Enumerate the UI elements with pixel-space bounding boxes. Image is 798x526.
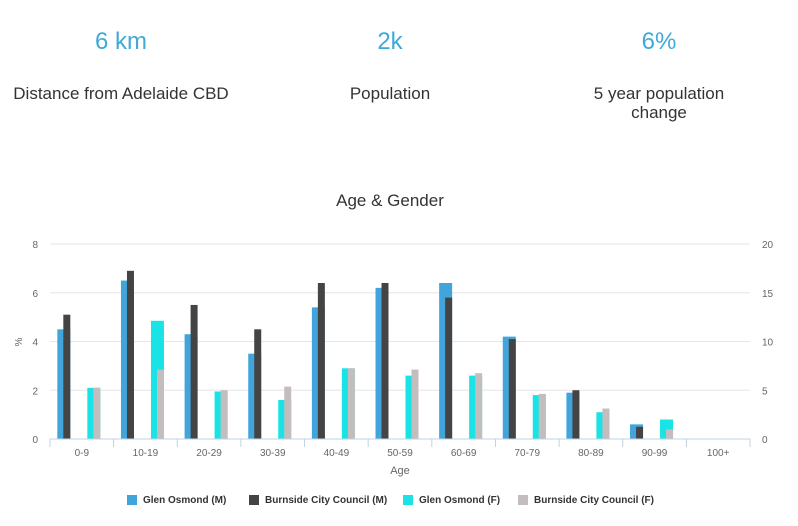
y-tick-label: 4 bbox=[32, 338, 38, 349]
y-tick-label: 8 bbox=[32, 240, 38, 251]
legend-label: Glen Osmond (M) bbox=[143, 494, 227, 506]
chart-legend: Glen Osmond (M) Burnside City Council (M… bbox=[0, 490, 798, 510]
x-tick-label: 10-19 bbox=[133, 448, 159, 459]
bar-burnside-f bbox=[411, 369, 419, 439]
bar-burnside-f bbox=[156, 369, 164, 439]
stat-distance-label: Distance from Adelaide CBD bbox=[13, 84, 229, 103]
y-tick-label: 2 bbox=[32, 386, 38, 397]
bar-burnside-f bbox=[666, 429, 674, 439]
x-tick-label: 90-99 bbox=[642, 448, 668, 459]
y2-tick-label: 0 bbox=[762, 435, 768, 446]
legend-item-burnside-m[interactable]: Burnside City Council (M) bbox=[249, 490, 387, 510]
x-tick-label: 0-9 bbox=[75, 448, 90, 459]
y2-tick-label: 15 bbox=[762, 289, 774, 300]
y2-tick-label: 20 bbox=[762, 240, 774, 251]
y-axis-label: % bbox=[14, 337, 25, 346]
x-tick-label: 80-89 bbox=[578, 448, 604, 459]
bar-burnside-m bbox=[636, 426, 644, 439]
bar-burnside-f bbox=[284, 386, 292, 439]
x-tick-label: 70-79 bbox=[514, 448, 540, 459]
bars bbox=[57, 270, 674, 439]
legend-item-glen-osmond-m[interactable]: Glen Osmond (M) bbox=[127, 490, 226, 510]
legend-swatch bbox=[127, 495, 137, 505]
bar-burnside-m bbox=[317, 283, 325, 439]
x-tick-label: 20-29 bbox=[196, 448, 222, 459]
x-axis-label: Age bbox=[390, 465, 410, 477]
x-tick-label: 40-49 bbox=[324, 448, 350, 459]
bar-burnside-f bbox=[220, 390, 228, 439]
chart-title: Age & Gender bbox=[336, 191, 444, 210]
bar-burnside-m bbox=[445, 297, 453, 439]
x-tick-label: 30-39 bbox=[260, 448, 286, 459]
bar-burnside-f bbox=[538, 393, 546, 439]
age-gender-chart: Age & Gender 0 2 4 6 8 0 5 10 15 20 0-9 10-19 20-29 3… bbox=[14, 191, 774, 477]
y2-tick-label: 10 bbox=[762, 338, 774, 349]
stat-population-change-value: 6% bbox=[641, 28, 677, 55]
bar-burnside-f bbox=[347, 368, 355, 439]
bar-burnside-m bbox=[63, 314, 71, 439]
bar-burnside-f bbox=[602, 408, 610, 439]
bar-burnside-m bbox=[254, 329, 262, 439]
x-tick-label: 50-59 bbox=[387, 448, 413, 459]
stat-population-value: 2k bbox=[377, 28, 403, 55]
legend-label: Glen Osmond (F) bbox=[419, 494, 501, 506]
stat-distance-value: 6 km bbox=[94, 28, 147, 55]
bar-burnside-m bbox=[126, 270, 134, 439]
bar-burnside-m bbox=[508, 339, 516, 439]
bar-burnside-m bbox=[572, 390, 580, 439]
axes: 0 2 4 6 8 0 5 10 15 20 0-9 10-19 20-29 30-39 40-49 50-5… bbox=[32, 240, 773, 459]
legend-swatch bbox=[249, 495, 259, 505]
y-tick-label: 6 bbox=[32, 289, 38, 300]
legend-label: Burnside City Council (F) bbox=[534, 494, 654, 506]
x-tick-label: 60-69 bbox=[451, 448, 477, 459]
bar-burnside-m bbox=[190, 304, 198, 439]
legend-swatch bbox=[518, 495, 528, 505]
legend-item-burnside-f[interactable]: Burnside City Council (F) bbox=[518, 490, 654, 510]
legend-item-glen-osmond-f[interactable]: Glen Osmond (F) bbox=[403, 490, 500, 510]
bar-burnside-f bbox=[475, 373, 483, 439]
bar-burnside-m bbox=[381, 283, 389, 439]
bar-burnside-f bbox=[93, 387, 101, 439]
x-tick-label: 100+ bbox=[707, 448, 730, 459]
stat-population-label: Population bbox=[349, 84, 431, 103]
stat-population-change-label: 5 year population change bbox=[593, 84, 725, 122]
legend-swatch bbox=[403, 495, 413, 505]
y-tick-label: 0 bbox=[32, 435, 38, 446]
y2-tick-label: 5 bbox=[762, 386, 768, 397]
legend-label: Burnside City Council (M) bbox=[265, 494, 388, 506]
